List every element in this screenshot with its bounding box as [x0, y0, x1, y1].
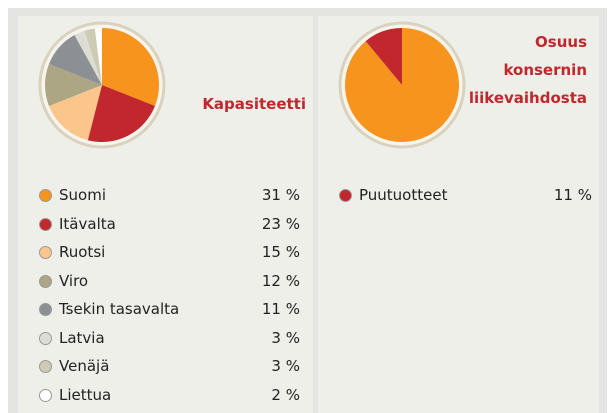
pie-slice [49, 35, 102, 85]
value-label: 31 % [261, 186, 300, 204]
legend-dot [39, 274, 52, 288]
legend-row: Ruotsi 15 % [39, 243, 314, 263]
panel: Kapasiteetti Suomi 31 % Itävalta 23 % Ruotsi 1… [18, 16, 313, 413]
legend-label: Latvia [59, 328, 105, 347]
value-label: 2 % [271, 385, 300, 404]
legend-row: Venäjä 3 % [39, 357, 314, 377]
legend-label: Venäjä [59, 357, 110, 375]
value-label: 12 % [261, 271, 300, 290]
legend-dot [339, 189, 352, 202]
pie-slice [74, 30, 102, 85]
pie-slice [94, 28, 102, 85]
pie-slice [84, 28, 102, 85]
legend-dot [39, 303, 52, 316]
pie-slice [44, 64, 102, 106]
pie-slice [49, 85, 102, 141]
pie-slice [87, 85, 155, 142]
value-label: 11 % [553, 186, 592, 204]
value-label: 23 % [261, 214, 300, 233]
legend-label: Itävalta [59, 214, 116, 233]
legend-label: Suomi [59, 186, 106, 204]
value-label: 3 % [271, 328, 300, 347]
legend-row: Latvia 3 % [39, 329, 314, 349]
legend-row: Suomi 31 % [39, 186, 314, 206]
panel: Osuus konsernin liikevaihdosta Puutuottee… [318, 16, 599, 413]
chart-title: Kapasiteetti [202, 95, 306, 113]
legend-label: Puutuotteet [359, 186, 448, 204]
legend-label: Viro [59, 271, 89, 290]
legend-row: Liettua 2 % [39, 386, 314, 406]
legend-row: Puutuotteet 11 % [339, 186, 604, 206]
legend-label: Liettua [59, 385, 112, 404]
pie-slice [365, 28, 402, 85]
chart-title: Osuus konsernin liikevaihdosta [468, 33, 587, 107]
legend-dot [39, 189, 52, 202]
value-label: 15 % [261, 243, 300, 261]
legend-label: Tsekin tasavalta [59, 300, 180, 318]
legend-dot [39, 217, 52, 231]
value-label: 11 % [261, 300, 300, 318]
frame: Kapasiteetti Suomi 31 % Itävalta 23 % Ruotsi 1… [8, 8, 607, 413]
legend-row: Viro 12 % [39, 272, 314, 292]
pie-slice [102, 28, 159, 106]
value-label: 3 % [271, 357, 300, 375]
pie-chart [338, 21, 466, 149]
legend-dot [39, 331, 52, 345]
legend-label: Ruotsi [59, 243, 106, 261]
legend-dot [39, 246, 52, 259]
legend-row: Itävalta 23 % [39, 215, 314, 235]
pie-chart [38, 21, 166, 149]
legend-row: Tsekin tasavalta 11 % [39, 300, 314, 320]
legend-dot [39, 360, 52, 373]
legend-dot [39, 388, 52, 402]
